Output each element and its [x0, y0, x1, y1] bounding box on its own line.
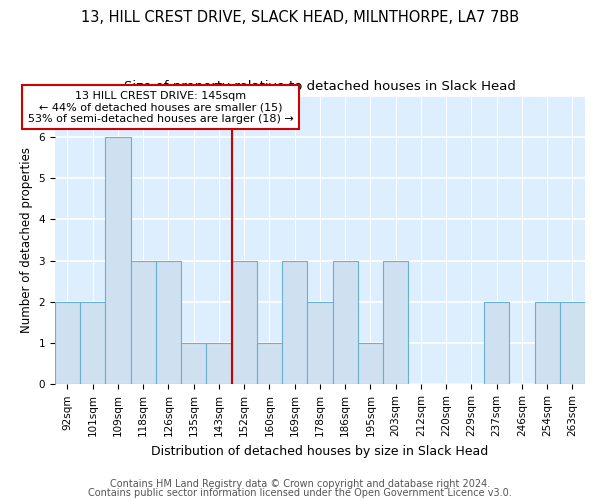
Bar	[282, 260, 307, 384]
Bar	[55, 302, 80, 384]
Y-axis label: Number of detached properties: Number of detached properties	[20, 147, 33, 333]
Text: 13, HILL CREST DRIVE, SLACK HEAD, MILNTHORPE, LA7 7BB: 13, HILL CREST DRIVE, SLACK HEAD, MILNTH…	[81, 10, 519, 25]
Bar	[80, 302, 106, 384]
Bar	[181, 343, 206, 384]
Title: Size of property relative to detached houses in Slack Head: Size of property relative to detached ho…	[124, 80, 516, 93]
Bar	[383, 260, 408, 384]
Bar	[257, 343, 282, 384]
Bar	[206, 343, 232, 384]
Bar	[484, 302, 509, 384]
Bar	[358, 343, 383, 384]
Bar	[156, 260, 181, 384]
Bar	[106, 137, 131, 384]
Text: Contains public sector information licensed under the Open Government Licence v3: Contains public sector information licen…	[88, 488, 512, 498]
Bar	[332, 260, 358, 384]
X-axis label: Distribution of detached houses by size in Slack Head: Distribution of detached houses by size …	[151, 444, 488, 458]
Bar	[535, 302, 560, 384]
Bar	[232, 260, 257, 384]
Bar	[560, 302, 585, 384]
Text: 13 HILL CREST DRIVE: 145sqm
← 44% of detached houses are smaller (15)
53% of sem: 13 HILL CREST DRIVE: 145sqm ← 44% of det…	[28, 90, 294, 124]
Bar	[307, 302, 332, 384]
Text: Contains HM Land Registry data © Crown copyright and database right 2024.: Contains HM Land Registry data © Crown c…	[110, 479, 490, 489]
Bar	[131, 260, 156, 384]
